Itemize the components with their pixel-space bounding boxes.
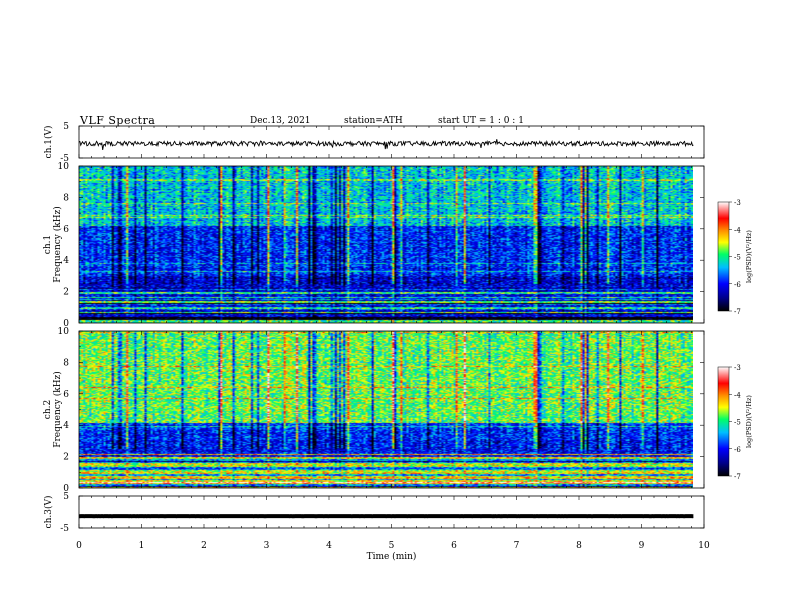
x-tick-label: 1 <box>139 541 145 551</box>
y-tick-label: 5 <box>63 492 69 502</box>
x-tick-label: 0 <box>76 541 82 551</box>
colorbar-label: log(PSD)(V²/Hz) <box>745 230 753 283</box>
colorbar-tick-label: -7 <box>734 473 741 481</box>
x-tick-label: 5 <box>389 541 395 551</box>
chart-title: VLF Spectra <box>80 114 156 127</box>
colorbar <box>717 201 730 312</box>
y-tick-label: 8 <box>63 193 69 203</box>
y-axis-label: Frequency (kHz) <box>52 371 63 448</box>
y-tick-label: 0 <box>63 484 69 494</box>
y-axis-label: ch.1 <box>43 235 53 254</box>
y-tick-label: 8 <box>63 358 69 368</box>
colorbar-tick-label: -4 <box>734 391 741 399</box>
panel-frame <box>78 495 705 529</box>
x-tick-label: 2 <box>201 541 207 551</box>
spectrogram-heatmap <box>79 166 693 323</box>
y-axis-label: ch.1(V) <box>43 126 54 159</box>
date-label: Dec.13, 2021 <box>250 116 311 126</box>
colorbar <box>717 366 730 477</box>
x-tick-label: 3 <box>264 541 270 551</box>
colorbar-tick-label: -3 <box>734 199 741 207</box>
y-tick-label: 6 <box>63 225 69 235</box>
colorbar-tick-label: -3 <box>734 364 741 372</box>
x-tick-label: 4 <box>326 541 332 551</box>
station-label: station=ATH <box>344 116 403 126</box>
x-tick-label: 9 <box>639 541 645 551</box>
x-tick-label: 6 <box>451 541 457 551</box>
start-time-label: start UT = 1 : 0 : 1 <box>438 116 524 126</box>
x-tick-label: 8 <box>576 541 582 551</box>
y-tick-label: 10 <box>58 162 70 172</box>
colorbar-tick-label: -4 <box>734 226 741 234</box>
y-tick-label: -5 <box>60 154 69 164</box>
y-tick-label: 0 <box>63 319 69 329</box>
colorbar-tick-label: -7 <box>734 308 741 316</box>
colorbar-tick-label: -5 <box>734 254 741 262</box>
y-tick-label: 4 <box>63 421 69 431</box>
waveform-line <box>78 139 694 150</box>
y-tick-label: 4 <box>63 256 69 266</box>
y-axis-label: ch.3(V) <box>43 496 54 529</box>
x-tick-label: 10 <box>698 541 710 551</box>
spectrogram-heatmap <box>79 331 693 488</box>
y-tick-label: 5 <box>63 122 69 132</box>
x-tick-label: 7 <box>514 541 520 551</box>
y-tick-label: 2 <box>63 288 69 298</box>
colorbar-tick-label: -6 <box>734 446 741 454</box>
colorbar-label: log(PSD)(V²/Hz) <box>745 395 753 448</box>
y-axis-label: Frequency (kHz) <box>52 206 63 283</box>
y-tick-label: -5 <box>60 524 69 534</box>
y-tick-label: 10 <box>58 327 70 337</box>
colorbar-tick-label: -5 <box>734 419 741 427</box>
colorbar-tick-label: -6 <box>734 281 741 289</box>
x-axis-label: Time (min) <box>367 551 417 562</box>
y-tick-label: 2 <box>63 453 69 463</box>
y-tick-label: 6 <box>63 390 69 400</box>
y-axis-label: ch.2 <box>43 400 53 419</box>
